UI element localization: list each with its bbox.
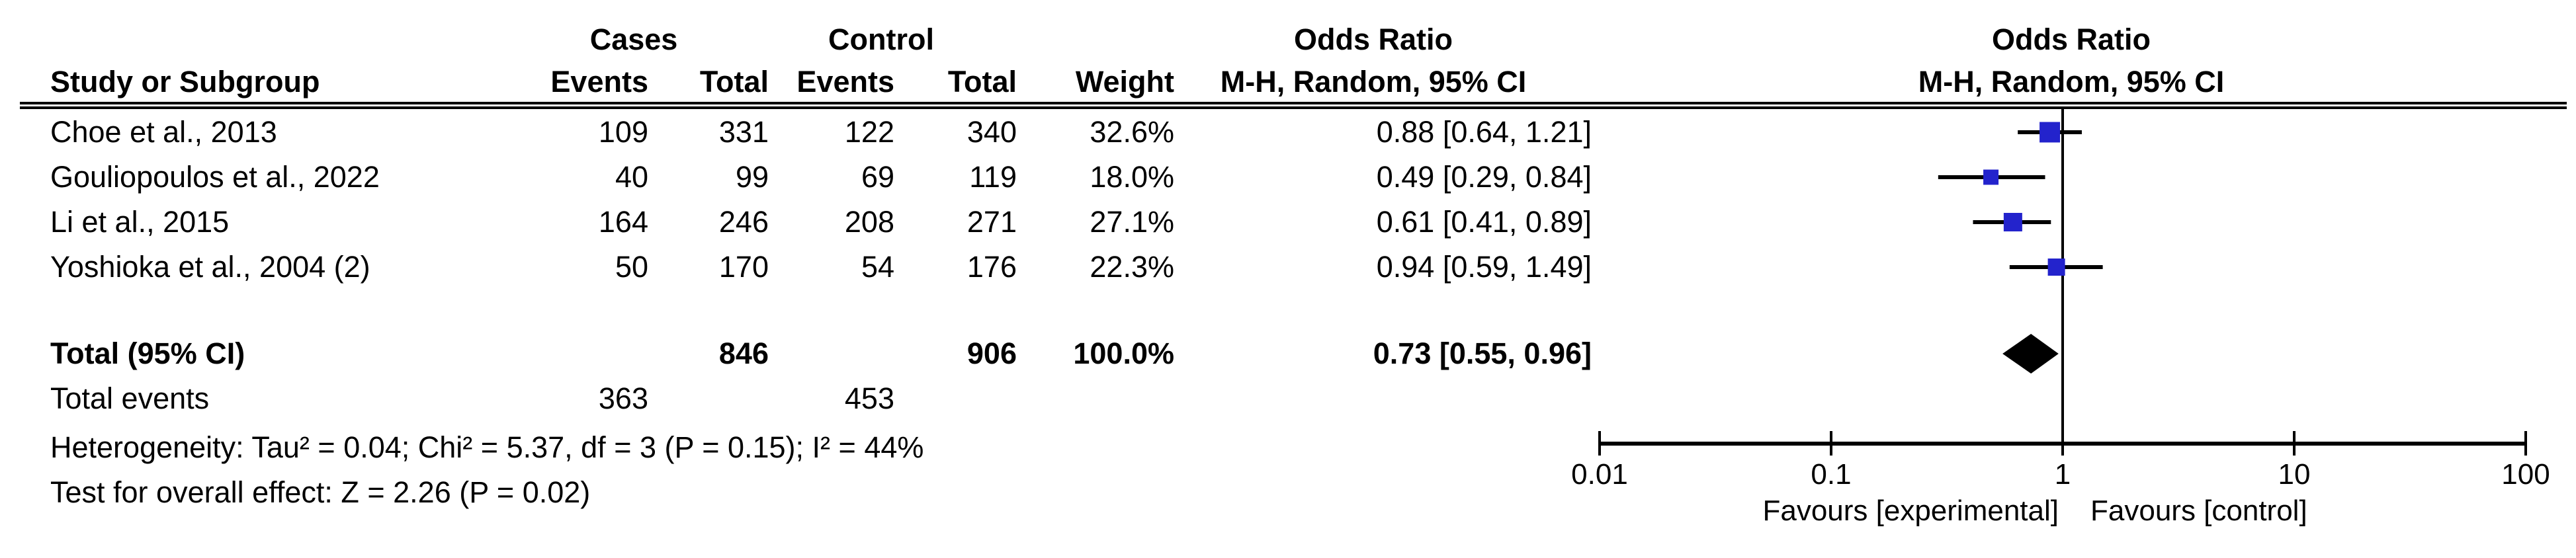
cases-events: 40	[615, 160, 648, 194]
x-axis-tick	[2293, 431, 2296, 456]
row-ci-text: 0.94 [0.59, 1.49]	[1376, 250, 1592, 284]
total-ci-text: 0.73 [0.55, 0.96]	[1373, 337, 1592, 370]
row-weight: 32.6%	[1090, 115, 1174, 149]
total-events-cases: 363	[598, 381, 648, 415]
header-control-events: Events	[796, 65, 894, 99]
cases-total: 99	[735, 160, 769, 194]
favours-experimental-label: Favours [experimental]	[1762, 495, 2059, 527]
header-cases-total: Total	[699, 65, 769, 99]
row-ci-text: 0.88 [0.64, 1.21]	[1376, 115, 1592, 149]
or-square	[2039, 122, 2061, 143]
axis-tick-label: 0.01	[1571, 458, 1628, 491]
x-axis-tick	[2524, 431, 2527, 456]
x-axis-tick	[1830, 431, 1832, 456]
study-name: Gouliopoulos et al., 2022	[50, 160, 380, 194]
or-square	[2047, 259, 2065, 276]
cases-events: 109	[598, 115, 648, 149]
total-events-label: Total events	[50, 381, 210, 415]
header-odds-ratio-right: Odds Ratio	[1991, 22, 2151, 56]
or-square	[1983, 169, 1999, 185]
study-name: Choe et al., 2013	[50, 115, 277, 149]
cases-events: 50	[615, 250, 648, 284]
favours-control-label: Favours [control]	[2090, 495, 2307, 527]
header-rule	[20, 102, 2567, 109]
axis-tick-label: 100	[2501, 458, 2550, 491]
cases-total: 246	[718, 205, 769, 239]
or-square	[2003, 213, 2022, 231]
total-weight: 100.0%	[1073, 337, 1174, 370]
cases-events: 164	[598, 205, 648, 239]
cases-total: 170	[718, 250, 769, 284]
header-odds-ratio-left: Odds Ratio	[1293, 22, 1453, 56]
pooled-diamond	[2002, 334, 2059, 374]
axis-tick-label: 0.1	[1811, 458, 1852, 491]
header-group-cases: Cases	[589, 22, 678, 56]
row-weight: 18.0%	[1090, 160, 1174, 194]
control-total: 176	[966, 250, 1017, 284]
header-method-left: M-H, Random, 95% CI	[1220, 65, 1527, 99]
control-events: 208	[844, 205, 894, 239]
header-method-right: M-H, Random, 95% CI	[1918, 65, 2225, 99]
axis-tick-label: 1	[2054, 458, 2071, 491]
study-name: Yoshioka et al., 2004 (2)	[50, 250, 370, 284]
heterogeneity-stats: Heterogeneity: Tau² = 0.04; Chi² = 5.37,…	[50, 430, 924, 464]
x-axis-tick	[2061, 431, 2064, 456]
row-ci-text: 0.61 [0.41, 0.89]	[1376, 205, 1592, 239]
total-cases: 846	[718, 337, 769, 370]
total-label: Total (95% CI)	[50, 337, 245, 370]
row-ci-text: 0.49 [0.29, 0.84]	[1376, 160, 1592, 194]
row-weight: 22.3%	[1090, 250, 1174, 284]
study-name: Li et al., 2015	[50, 205, 230, 239]
header-group-control: Control	[828, 22, 934, 56]
row-weight: 27.1%	[1090, 205, 1174, 239]
header-weight: Weight	[1075, 65, 1174, 99]
control-total: 340	[966, 115, 1017, 149]
total-control: 906	[966, 337, 1017, 370]
control-total: 271	[966, 205, 1017, 239]
header-control-total: Total	[947, 65, 1017, 99]
null-effect-line	[2061, 108, 2064, 446]
header-study: Study or Subgroup	[50, 65, 320, 99]
axis-tick-label: 10	[2278, 458, 2311, 491]
control-events: 69	[861, 160, 894, 194]
control-total: 119	[969, 160, 1017, 194]
control-events: 54	[861, 250, 894, 284]
overall-effect-stats: Test for overall effect: Z = 2.26 (P = 0…	[50, 475, 591, 509]
total-events-control: 453	[844, 381, 894, 415]
control-events: 122	[844, 115, 894, 149]
cases-total: 331	[718, 115, 769, 149]
header-cases-events: Events	[550, 65, 648, 99]
x-axis-tick	[1598, 431, 1601, 456]
